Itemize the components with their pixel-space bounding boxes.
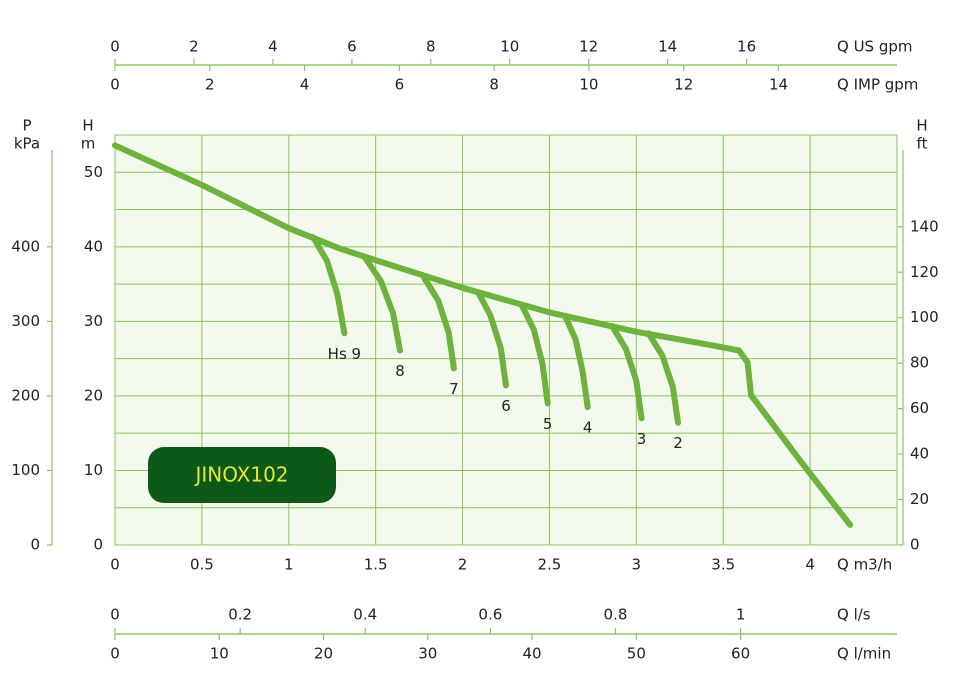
- y-tick-label: 20: [84, 386, 103, 404]
- tick-label: 0: [110, 76, 120, 94]
- y-tick-label: 50: [84, 163, 103, 181]
- tick-label: 120: [910, 263, 939, 281]
- stage-label: 6: [501, 397, 511, 415]
- x-tick-label: 4: [805, 556, 815, 574]
- tick-label: 1: [736, 606, 746, 624]
- tick-label: 2: [205, 76, 215, 94]
- stage-label: 5: [543, 415, 553, 433]
- tick-label: 40: [910, 445, 929, 463]
- stage-label: 4: [583, 419, 593, 437]
- y-tick-label: 10: [84, 461, 103, 479]
- tick-label: 6: [347, 38, 357, 56]
- tick-label: 20: [314, 645, 333, 663]
- axis-unit: ft: [917, 135, 928, 153]
- stage-label: 2: [673, 434, 683, 452]
- x-tick-label: 3: [632, 556, 642, 574]
- axis-label: Q l/min: [837, 645, 891, 663]
- tick-label: 200: [11, 386, 40, 404]
- curve: [609, 322, 645, 422]
- tick-label: 50: [627, 645, 646, 663]
- tick-label: 0: [110, 38, 120, 56]
- axis-unit: kPa: [14, 135, 40, 153]
- y-label: H: [82, 117, 93, 135]
- tick-label: 60: [731, 645, 750, 663]
- stage-label: 3: [637, 430, 647, 448]
- tick-label: 14: [658, 38, 677, 56]
- tick-label: 10: [210, 645, 229, 663]
- y-tick-label: 30: [84, 312, 103, 330]
- tick-label: 0.8: [604, 606, 628, 624]
- curve: [475, 289, 509, 389]
- tick-label: 20: [910, 490, 929, 508]
- tick-label: 0: [910, 536, 920, 554]
- stage-label: 8: [395, 362, 405, 380]
- x-tick-label: 3.5: [711, 556, 735, 574]
- x-tick-label: 0: [110, 556, 120, 574]
- tick-label: 4: [268, 38, 278, 56]
- tick-label: 2: [189, 38, 199, 56]
- tick-label: 8: [426, 38, 436, 56]
- tick-label: 10: [579, 76, 598, 94]
- axis-label: P: [22, 117, 31, 135]
- tick-label: 14: [769, 76, 788, 94]
- tick-label: 80: [910, 354, 929, 372]
- tick-label: 12: [674, 76, 693, 94]
- x-tick-label: 2: [458, 556, 468, 574]
- tick-label: 8: [489, 76, 499, 94]
- curve: [421, 275, 457, 372]
- x-tick-label: 1: [284, 556, 294, 574]
- stage-label: 7: [449, 380, 459, 398]
- x-tick-label: 0.5: [190, 556, 214, 574]
- tick-label: 12: [579, 38, 598, 56]
- tick-label: 0.2: [228, 606, 252, 624]
- tick-label: 400: [11, 237, 40, 255]
- tick-label: 300: [11, 312, 40, 330]
- tick-label: 100: [11, 461, 40, 479]
- y-tick-label: 40: [84, 237, 103, 255]
- axis-label: Q IMP gpm: [837, 76, 918, 94]
- stage-label: Hs 9: [328, 345, 361, 363]
- curve: [310, 234, 348, 337]
- tick-label: 30: [418, 645, 437, 663]
- x-tick-label: 2.5: [538, 556, 562, 574]
- axis-label: Q US gpm: [837, 38, 913, 56]
- model-box: [148, 447, 336, 503]
- model-label: JINOX102: [193, 463, 288, 487]
- tick-label: 4: [300, 76, 310, 94]
- curve: [518, 301, 551, 407]
- tick-label: 0.4: [353, 606, 377, 624]
- tick-label: 16: [737, 38, 756, 56]
- tick-label: 0: [30, 536, 40, 554]
- tick-label: 6: [395, 76, 405, 94]
- tick-label: 100: [910, 308, 939, 326]
- tick-label: 40: [523, 645, 542, 663]
- x-label: Q m3/h: [837, 556, 892, 574]
- tick-label: 60: [910, 399, 929, 417]
- axis-label: H: [916, 117, 927, 135]
- x-tick-label: 1.5: [364, 556, 388, 574]
- tick-label: 0.6: [478, 606, 502, 624]
- axis-label: Q l/s: [837, 606, 871, 624]
- tick-label: 0: [110, 606, 120, 624]
- tick-label: 10: [500, 38, 519, 56]
- curve: [562, 313, 591, 411]
- tick-label: 140: [910, 217, 939, 235]
- curve: [645, 330, 682, 426]
- y-tick-label: 0: [93, 536, 103, 554]
- tick-label: 0: [110, 645, 120, 663]
- curve: [362, 255, 403, 354]
- curve: [112, 142, 854, 528]
- y-unit: m: [81, 135, 96, 153]
